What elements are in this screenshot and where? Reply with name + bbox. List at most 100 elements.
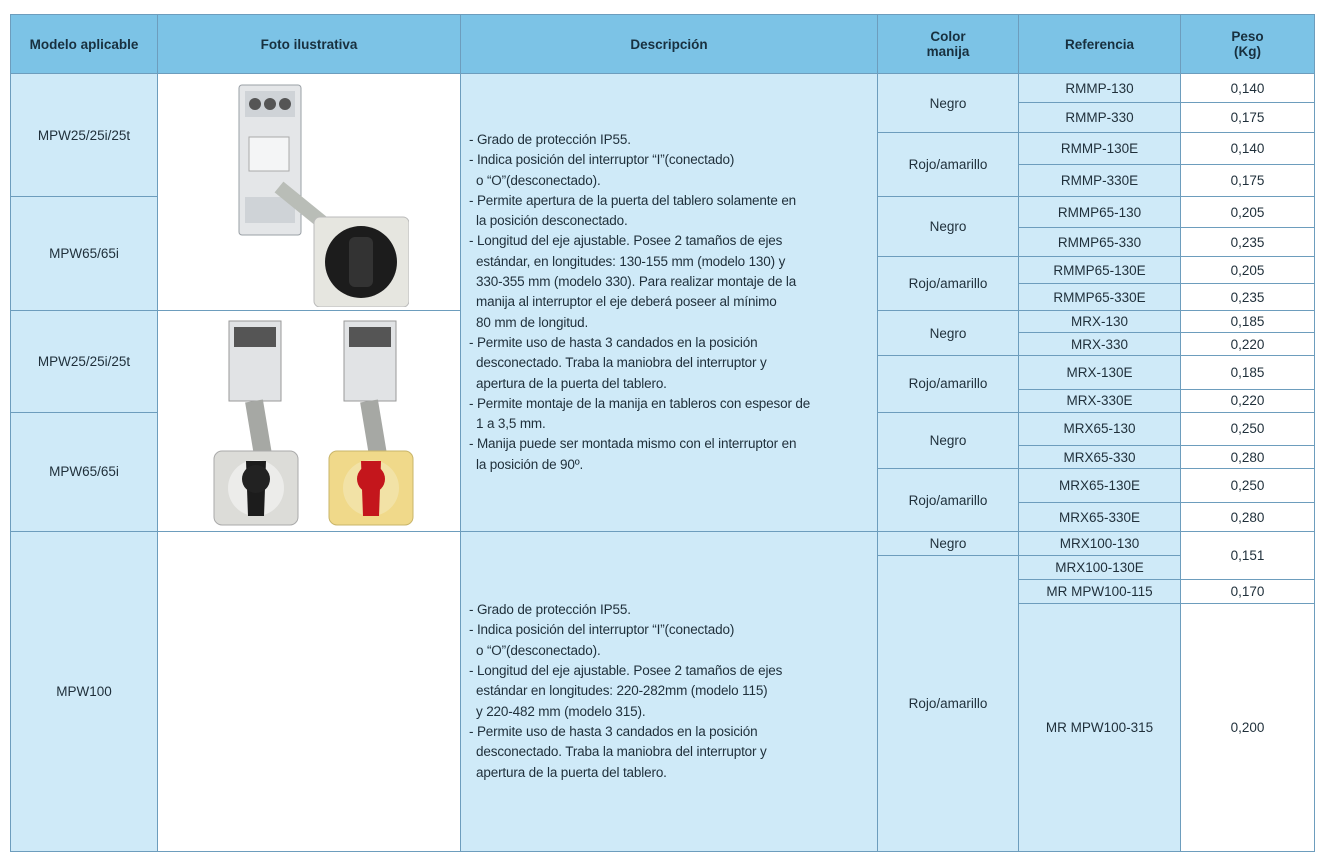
weight-cell: 0,280 [1180,502,1315,532]
column-header: Modelo aplicable [10,14,158,74]
column-header: Foto ilustrativa [157,14,461,74]
description-line: desconectado. Traba la maniobra del inte… [476,744,767,760]
header-text: Color manija [926,29,970,59]
table-row: MPW65/65i Negro RMMP65-130 0,205 [10,196,1315,311]
model-cell: MPW25/25i/25t [10,73,158,197]
model-cell: MPW65/65i [10,196,158,311]
table-row: MR MPW100-315 0,200 [11,603,1315,852]
table-row: MPW100 - Grado de protección IP55. - Indic… [10,531,1315,852]
model-cell: MPW25/25i/25t [10,310,158,413]
table-row: RMMP-330E 0,175 [11,164,1315,197]
weight-cell: 0,140 [1180,73,1315,103]
photo-cell [157,531,461,852]
description-line: manija al interruptor el eje deberá pose… [476,294,777,310]
reference-cell: MRX65-330E [1018,502,1181,532]
color-cell: Negro [877,310,1019,356]
reference-cell: RMMP65-330E [1018,283,1181,311]
description-line: apertura de la puerta del tablero. [476,375,667,391]
reference-cell: RMMP-330 [1018,102,1181,133]
table-row: MRX-330E 0,220 [11,388,1315,413]
column-header: Color manija [877,14,1019,74]
description-line: - Grado de protección IP55. [469,131,631,147]
color-cell: Rojo/amarillo [877,355,1019,413]
weight-cell: 0,170 [1180,579,1315,604]
photo-cell [157,73,461,311]
weight-cell: 0,205 [1180,256,1315,284]
weight-cell: 0,185 [1180,310,1315,333]
description-line: y 220-482 mm (modelo 315). [476,703,646,719]
color-cell: Rojo/amarillo [877,132,1019,197]
reference-cell: MRX-130E [1018,355,1181,390]
weight-cell: 0,250 [1180,411,1315,447]
description-line: - Permite montaje de la manija en tabler… [469,395,811,411]
reference-cell: RMMP-330E [1018,164,1181,197]
description-line: la posición desconectado. [476,213,628,229]
description-line: - Permite uso de hasta 3 candados en la … [469,723,758,739]
weight-cell: 0,220 [1180,332,1315,356]
weight-cell: 0,151 [1180,531,1315,580]
reference-cell: MRX100-130 [1018,531,1181,556]
description-line: 1 a 3,5 mm. [476,416,546,432]
reference-cell: MRX-330 [1018,332,1181,356]
reference-cell: RMMP-130E [1018,132,1181,165]
description-line: - Grado de protección IP55. [469,602,631,618]
weight-cell: 0,220 [1180,388,1315,413]
description-cell: - Grado de protección IP55. - Indica posi… [460,73,878,532]
title-strip [0,0,1323,6]
table-row: MRX-330 0,220 [11,332,1315,356]
photo-cell [157,310,461,532]
description-line: - Longitud del eje ajustable. Posee 2 ta… [469,233,783,249]
reference-cell: MRX-330E [1018,388,1181,413]
header-text: Foto ilustrativa [260,36,358,52]
table-row: MPW65/65i Negro MRX65-130 0,250 [10,411,1315,533]
model-cell: MPW65/65i [10,411,158,533]
weight-cell: 0,175 [1180,164,1315,197]
table-row: MRX65-330 0,280 [11,445,1315,470]
reference-cell: MR MPW100-115 [1018,579,1181,604]
weight-cell: 0,235 [1180,283,1315,311]
description-line: - Longitud del eje ajustable. Posee 2 ta… [469,663,783,679]
description-line: apertura de la puerta del tablero. [476,764,667,780]
model-cell: MPW100 [10,531,158,852]
table-row: Rojo/amarillo MRX-130E 0,185 [11,355,1315,413]
weight-cell: 0,250 [1180,468,1315,503]
description-line: estándar, en longitudes: 130-155 mm (mod… [476,253,786,269]
description-line: la posición de 90º. [476,456,584,472]
reference-cell: MR MPW100-315 [1018,603,1181,852]
reference-cell: MRX65-330 [1018,445,1181,470]
column-header: Referencia [1018,14,1181,74]
product-photo [238,84,409,307]
description-line: - Manija puede ser montada mismo con el … [469,436,797,452]
color-cell: Negro [877,531,1019,556]
weight-cell: 0,140 [1180,132,1315,165]
reference-cell: RMMP-130 [1018,73,1181,103]
column-header: Peso (Kg) [1180,14,1315,74]
table-row: MPW25/25i/25t Negro MRX-130 0,185 [10,310,1315,532]
header-text: Modelo aplicable [29,36,139,52]
weight-cell: 0,280 [1180,445,1315,470]
color-cell: Negro [877,73,1019,133]
description-line: estándar en longitudes: 220-282mm (model… [476,683,768,699]
description-line: - Permite apertura de la puerta del tabl… [469,192,797,208]
description-line: - Permite uso de hasta 3 candados en la … [469,334,758,350]
weight-cell: 0,205 [1180,196,1315,228]
description-line: desconectado. Traba la maniobra del inte… [476,355,767,371]
table-row: RMMP65-330 0,235 [11,227,1315,257]
product-table: Modelo aplicable Foto ilustrativa Descripc… [10,14,1315,852]
reference-cell: MRX100-130E [1018,555,1181,580]
color-cell: Negro [877,196,1019,257]
reference-cell: MRX65-130 [1018,411,1181,447]
header-row: Modelo aplicable Foto ilustrativa Descripc… [10,14,1315,74]
description-line: o “O”(desconectado). [476,642,601,658]
reference-cell: MRX-130 [1018,310,1181,333]
table-body: MPW25/25i/25t - Grado de protección IP55.… [10,73,1315,852]
reference-cell: RMMP65-330 [1018,227,1181,257]
weight-cell: 0,175 [1180,102,1315,133]
description-cell: - Grado de protección IP55. - Indica posi… [460,531,878,852]
description-line: - Indica posición del interruptor “I”(co… [469,152,735,168]
color-cell: Negro [877,411,1019,470]
description-line: 80 mm de longitud. [476,314,589,330]
table-row: RMMP-330 0,175 [11,102,1315,133]
weight-cell: 0,185 [1180,355,1315,390]
